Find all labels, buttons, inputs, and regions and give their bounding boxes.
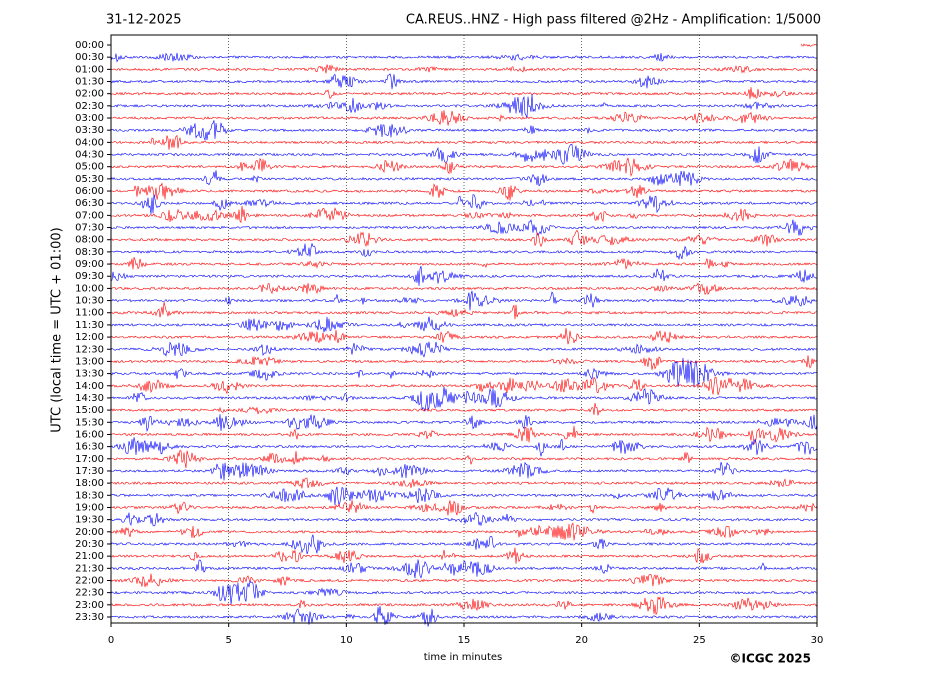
y-tick-label: 10:00 [75, 283, 104, 294]
y-tick-label: 16:00 [75, 429, 104, 440]
y-tick-label: 06:30 [75, 198, 104, 209]
y-tick-label: 14:30 [75, 393, 104, 404]
y-tick-label: 13:30 [75, 369, 104, 380]
x-tick-label: 30 [811, 635, 824, 646]
y-tick-label: 18:30 [75, 490, 104, 501]
y-tick-label: 17:30 [75, 466, 104, 477]
trace [110, 302, 817, 320]
y-tick-label: 03:00 [75, 113, 104, 124]
trace [110, 120, 818, 142]
y-tick-label: 16:30 [75, 442, 104, 453]
trace [110, 87, 818, 100]
y-tick-label: 23:30 [75, 612, 104, 623]
x-axis-label: time in minutes [424, 652, 503, 663]
trace [110, 205, 818, 224]
y-tick-label: 11:30 [75, 320, 104, 331]
trace [110, 229, 818, 248]
credit: ©ICGC 2025 [729, 652, 811, 666]
y-tick-label: 22:00 [75, 575, 104, 586]
y-tick-label: 04:00 [75, 137, 104, 148]
trace [110, 327, 818, 345]
trace [110, 573, 818, 588]
trace [110, 461, 818, 481]
trace [110, 500, 818, 516]
y-tick-label: 12:30 [75, 344, 104, 355]
y-tick-label: 06:00 [75, 186, 104, 197]
y-tick-label: 09:00 [75, 259, 104, 270]
y-tick-label: 01:00 [75, 64, 104, 75]
x-tick-label: 5 [225, 635, 231, 646]
trace [110, 110, 818, 126]
y-tick-label: 21:30 [75, 563, 104, 574]
trace [110, 341, 818, 358]
trace [800, 43, 818, 47]
y-tick-label: 20:00 [75, 527, 104, 538]
trace [110, 547, 818, 564]
y-tick-label: 08:30 [75, 247, 104, 258]
y-tick-label: 15:30 [75, 417, 104, 428]
chart-title: CA.REUS..HNZ - High pass filtered @2Hz -… [406, 13, 821, 28]
trace [110, 265, 818, 286]
x-tick-label: 15 [458, 635, 471, 646]
trace [110, 522, 818, 541]
x-tick-label: 20 [575, 635, 588, 646]
x-tick-label: 25 [693, 635, 706, 646]
y-tick-label: 05:30 [75, 174, 104, 185]
y-tick-label: 21:00 [75, 551, 104, 562]
y-tick-label: 17:00 [75, 454, 104, 465]
trace [110, 316, 818, 333]
y-tick-label: 10:30 [75, 296, 104, 307]
y-tick-label: 07:00 [75, 210, 104, 221]
y-tick-label: 13:00 [75, 356, 104, 367]
y-tick-label: 12:00 [75, 332, 104, 343]
trace [110, 282, 818, 295]
y-tick-label: 19:30 [75, 515, 104, 526]
trace [110, 170, 818, 187]
y-tick-label: 20:30 [75, 539, 104, 550]
y-tick-label: 00:00 [75, 40, 104, 51]
x-tick-label: 0 [108, 635, 114, 646]
y-tick-label: 00:30 [75, 52, 104, 63]
trace [110, 143, 818, 165]
y-tick-label: 03:30 [75, 125, 104, 136]
y-tick-label: 02:30 [75, 101, 104, 112]
y-tick-label: 09:30 [75, 271, 104, 282]
y-tick-label: 22:30 [75, 588, 104, 599]
x-tick-label: 10 [340, 635, 353, 646]
y-tick-label: 07:30 [75, 223, 104, 234]
trace [110, 511, 818, 527]
y-axis-label: UTC (local time = UTC + 01:00) [50, 227, 65, 432]
y-tick-label: 01:30 [75, 77, 104, 88]
y-tick-label: 08:00 [75, 235, 104, 246]
trace [110, 94, 818, 119]
y-tick-label: 02:00 [75, 89, 104, 100]
y-tick-label: 14:00 [75, 381, 104, 392]
y-tick-label: 04:30 [75, 150, 104, 161]
trace [110, 52, 818, 63]
y-tick-label: 23:00 [75, 600, 104, 611]
trace [110, 534, 818, 555]
y-tick-label: 18:00 [75, 478, 104, 489]
y-tick-label: 19:00 [75, 502, 104, 513]
y-tick-label: 15:00 [75, 405, 104, 416]
y-tick-label: 11:00 [75, 308, 104, 319]
trace [110, 486, 818, 506]
chart-date: 31-12-2025 [106, 13, 182, 28]
y-tick-label: 05:00 [75, 162, 104, 173]
